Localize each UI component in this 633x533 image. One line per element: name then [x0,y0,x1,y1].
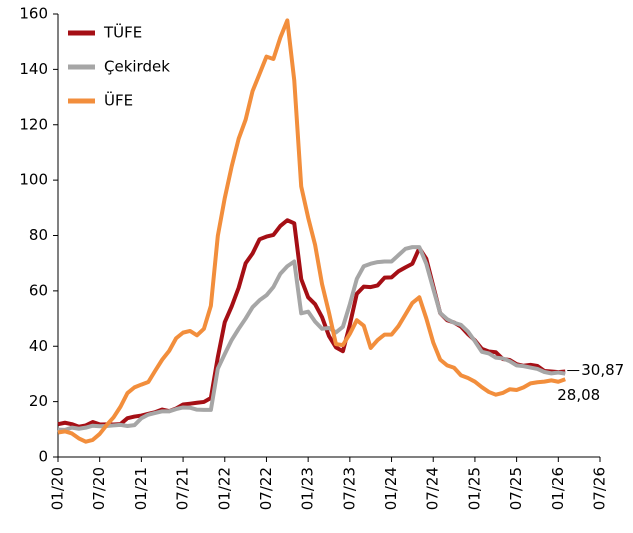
y-tick-label: 40 [29,337,48,355]
x-tick-label: 01/24 [382,467,400,510]
x-tick-label: 07/24 [424,467,442,510]
end-label: 30,87 [581,361,624,379]
x-tick-label: 07/20 [90,467,108,510]
series-line [57,245,566,432]
x-tick-label: 01/21 [132,467,150,510]
y-tick-label: 100 [19,171,48,189]
x-tick-label: 01/20 [49,467,67,510]
x-tick-label: 07/26 [591,467,609,510]
x-tick-label: 01/26 [549,467,567,510]
y-tick-label: 80 [29,226,48,244]
series-line [57,18,566,444]
y-tick-label: 20 [29,392,48,410]
series-line [57,218,566,429]
y-tick-label: 0 [38,448,48,466]
y-tick-label: 60 [29,281,48,299]
x-tick-label: 07/23 [340,467,358,510]
y-tick-label: 120 [19,115,48,133]
y-tick-label: 160 [19,5,48,23]
x-tick-label: 01/25 [465,467,483,510]
legend-label: Çekirdek [104,58,170,76]
y-tick-label: 140 [19,60,48,78]
x-tick-label: 01/22 [215,467,233,510]
legend-label: ÜFE [104,91,133,110]
x-tick-label: 07/21 [174,467,192,510]
x-tick-label: 07/22 [257,467,275,510]
x-tick-label: 01/23 [299,467,317,510]
legend-label: TÜFE [103,23,142,42]
x-tick-label: 07/25 [507,467,525,510]
end-label: 28,08 [557,386,600,404]
